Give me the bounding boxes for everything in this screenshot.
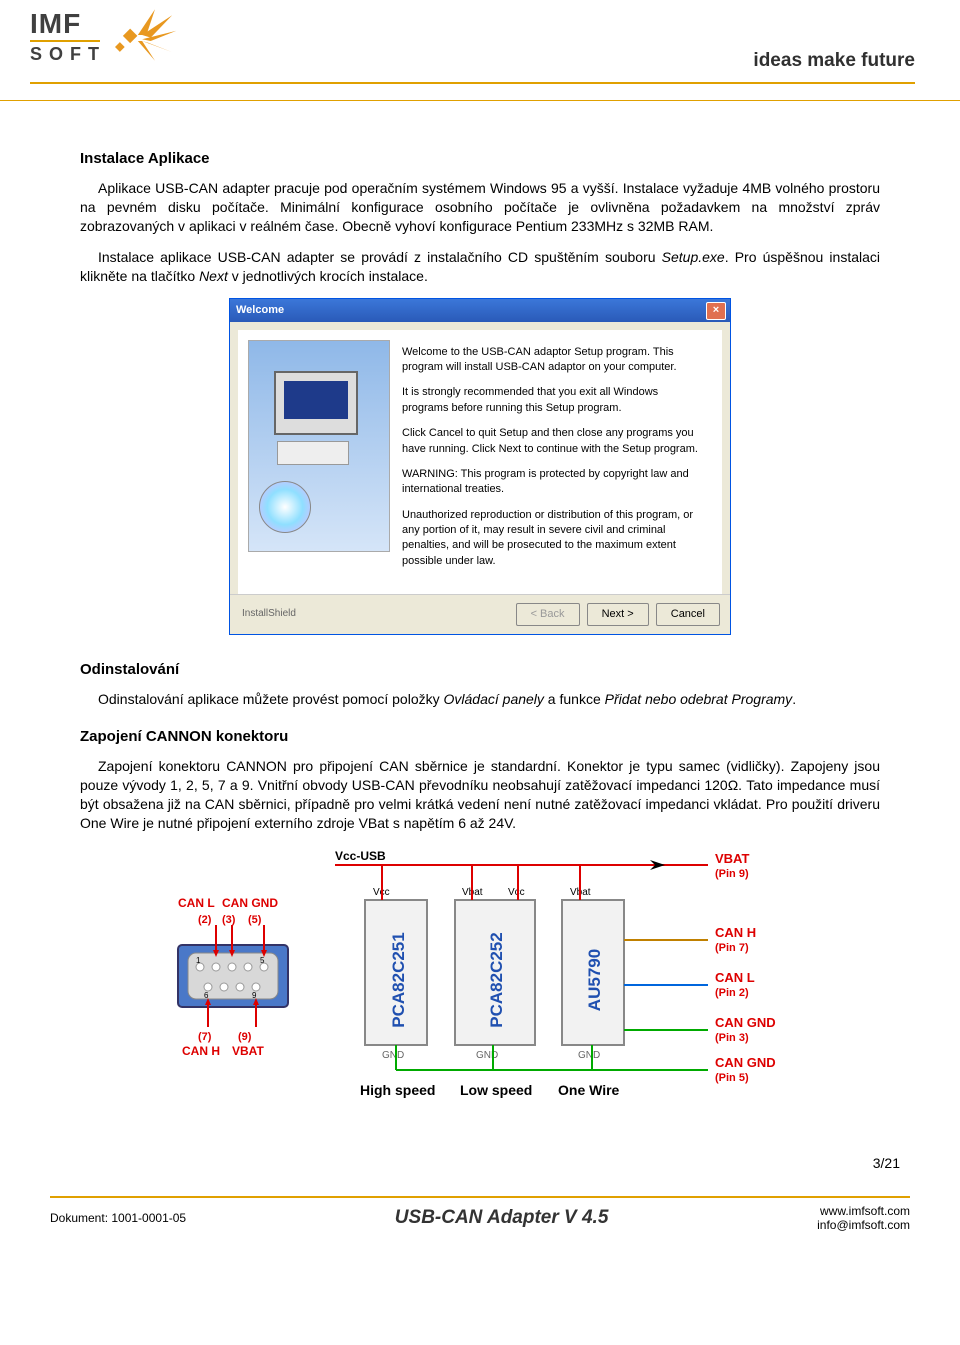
footer-contact: www.imfsoft.com info@imfsoft.com <box>817 1204 910 1232</box>
section-install-title: Instalace Aplikace <box>80 149 880 169</box>
logo-bottom: S O F T <box>30 40 100 65</box>
dialog-t5: Unauthorized reproduction or distributio… <box>402 508 704 570</box>
svg-text:(7): (7) <box>198 1031 212 1043</box>
footer-rule <box>50 1196 910 1198</box>
dialog-wizard-image <box>248 340 390 552</box>
svg-text:(2): (2) <box>198 914 212 926</box>
svg-text:(3): (3) <box>222 914 236 926</box>
wiring-diagram: Vcc-USB VBAT (Pin 9) PCA82C251 Vcc GND P… <box>160 845 800 1125</box>
dialog-title-bar: Welcome × <box>230 299 730 322</box>
uninstall-para: Odinstalování aplikace můžete provést po… <box>80 690 880 709</box>
svg-text:1: 1 <box>196 956 201 965</box>
welcome-dialog: Welcome × Welcome to the USB-CAN adaptor… <box>229 298 731 635</box>
svg-text:GND: GND <box>578 1050 600 1061</box>
svg-text:CAN GND: CAN GND <box>715 1055 776 1070</box>
logo-top: IMF <box>30 8 100 40</box>
svg-text:CAN GND: CAN GND <box>715 1015 776 1030</box>
footer-doc: Dokument: 1001-0001-05 <box>50 1211 186 1225</box>
page-number: 3/21 <box>0 1155 960 1171</box>
svg-text:Vcc: Vcc <box>508 887 525 898</box>
footer-url: www.imfsoft.com <box>817 1204 910 1218</box>
dialog-text: Welcome to the USB-CAN adaptor Setup pro… <box>390 340 712 585</box>
svg-text:(5): (5) <box>248 914 262 926</box>
close-icon[interactable]: × <box>706 302 726 320</box>
dialog-t4: WARNING: This program is protected by co… <box>402 467 704 498</box>
cannon-para: Zapojení konektoru CANNON pro připojení … <box>80 757 880 833</box>
svg-text:GND: GND <box>476 1050 498 1061</box>
back-button[interactable]: < Back <box>516 603 580 626</box>
svg-text:5: 5 <box>260 956 265 965</box>
dialog-t3: Click Cancel to quit Setup and then clos… <box>402 426 704 457</box>
dialog-footer: InstallShield < Back Next > Cancel <box>230 594 730 634</box>
svg-text:(Pin 3): (Pin 3) <box>715 1032 749 1044</box>
page-footer: Dokument: 1001-0001-05 USB-CAN Adapter V… <box>0 1186 960 1252</box>
install-para-2: Instalace aplikace USB-CAN adapter se pr… <box>80 248 880 286</box>
diagram-svg: Vcc-USB VBAT (Pin 9) PCA82C251 Vcc GND P… <box>160 845 800 1125</box>
svg-text:(Pin 5): (Pin 5) <box>715 1072 749 1084</box>
dialog-body: Welcome to the USB-CAN adaptor Setup pro… <box>230 322 730 595</box>
dialog-t1: Welcome to the USB-CAN adaptor Setup pro… <box>402 345 704 376</box>
install-para-1: Aplikace USB-CAN adapter pracuje pod ope… <box>80 179 880 236</box>
header-rule <box>30 82 915 84</box>
footer-email: info@imfsoft.com <box>817 1218 910 1232</box>
svg-text:VBAT: VBAT <box>232 1044 264 1058</box>
svg-text:(Pin 7): (Pin 7) <box>715 942 749 954</box>
chip-2: PCA82C252 Vbat Vcc GND <box>455 887 535 1061</box>
tagline: ideas make future <box>753 50 915 72</box>
chip-3: AU5790 Vbat GND <box>562 887 624 1061</box>
svg-text:PCA82C251: PCA82C251 <box>389 932 408 1027</box>
svg-text:Low speed: Low speed <box>460 1082 532 1098</box>
section-uninstall-title: Odinstalování <box>80 660 880 680</box>
svg-text:CAN L: CAN L <box>715 970 755 985</box>
svg-text:CAN H: CAN H <box>182 1044 220 1058</box>
svg-text:CAN H: CAN H <box>715 925 756 940</box>
vbat-label: VBAT <box>715 851 749 866</box>
vcc-usb-label: Vcc-USB <box>335 849 386 863</box>
chip-1: PCA82C251 Vcc GND <box>365 887 427 1061</box>
svg-text:CAN GND: CAN GND <box>222 896 278 910</box>
content-area: Instalace Aplikace Aplikace USB-CAN adap… <box>0 101 960 1155</box>
svg-text:(9): (9) <box>238 1031 252 1043</box>
svg-text:High speed: High speed <box>360 1082 435 1098</box>
cancel-button[interactable]: Cancel <box>656 603 720 626</box>
svg-text:One Wire: One Wire <box>558 1082 620 1098</box>
svg-text:CAN L: CAN L <box>178 896 215 910</box>
dialog-title-text: Welcome <box>236 304 284 316</box>
footer-title: USB-CAN Adapter V 4.5 <box>395 1207 609 1229</box>
svg-text:AU5790: AU5790 <box>585 949 604 1011</box>
vbat-pin: (Pin 9) <box>715 868 749 880</box>
svg-text:PCA82C252: PCA82C252 <box>487 932 506 1027</box>
dialog-t2: It is strongly recommended that you exit… <box>402 385 704 416</box>
next-button[interactable]: Next > <box>587 603 649 626</box>
logo-burst-icon <box>110 5 200 65</box>
installshield-label: InstallShield <box>242 607 296 621</box>
svg-text:GND: GND <box>382 1050 404 1061</box>
svg-text:(Pin 2): (Pin 2) <box>715 987 749 999</box>
logo: IMF S O F T <box>30 8 100 65</box>
page-header: IMF S O F T ideas make future <box>0 0 960 101</box>
section-cannon-title: Zapojení CANNON konektoru <box>80 727 880 747</box>
